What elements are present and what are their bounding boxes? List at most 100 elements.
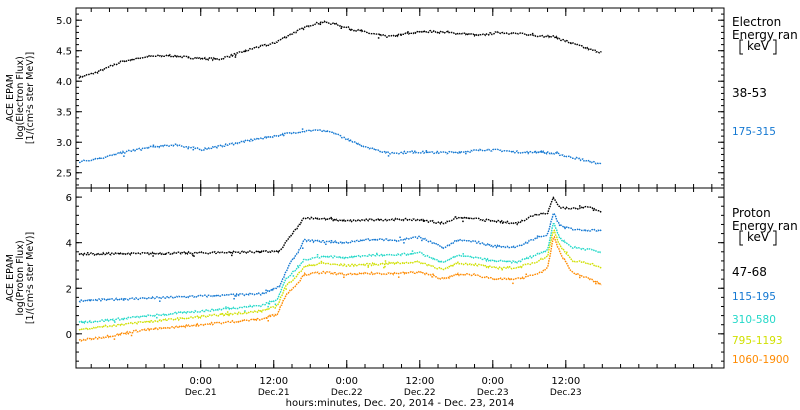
series-trace: [78, 222, 602, 325]
series-trace: [78, 235, 602, 342]
x-tick-date: Dec.23: [550, 388, 582, 398]
series-trace: [78, 229, 602, 331]
series-dot: [425, 150, 428, 152]
series-dot: [462, 253, 464, 255]
series-dot: [564, 227, 566, 230]
series-dot: [159, 300, 161, 302]
series-dot: [268, 303, 271, 305]
series-dot: [228, 314, 230, 317]
legend-entry: 1060-1900: [732, 354, 789, 366]
y-axis-label-line: ACE EPAM: [5, 74, 16, 122]
series-dot: [384, 265, 386, 268]
series-dot: [122, 318, 125, 321]
series-dot: [340, 27, 343, 29]
series-dot: [384, 260, 387, 262]
x-tick-date: Dec.21: [258, 388, 290, 398]
series-dot: [452, 264, 454, 267]
series-dot: [244, 50, 247, 53]
legend-unit-bracket: [739, 39, 743, 55]
x-tick-time: 0:00: [482, 376, 504, 387]
series-dot: [436, 150, 439, 153]
series-dot: [193, 255, 195, 257]
x-tick-date: Dec.22: [404, 388, 436, 398]
series-dot: [220, 313, 223, 315]
series-dot: [569, 42, 572, 44]
series-dot: [266, 317, 268, 319]
series-dot: [566, 251, 568, 254]
legend-unit-bracket: [773, 39, 777, 55]
series-dot: [195, 323, 198, 326]
series-dot: [367, 266, 370, 268]
series-dot: [376, 252, 378, 255]
y-tick-label: 6: [66, 193, 72, 204]
y-tick-label: 2.5: [56, 169, 72, 180]
x-tick-date: Dec.23: [477, 388, 509, 398]
series-dot: [164, 253, 167, 255]
series-dot: [301, 128, 304, 130]
series-dot: [113, 338, 116, 340]
y-axis-label-line: log(Proton Flux): [15, 240, 26, 315]
series-dot: [330, 216, 332, 219]
series-dot: [325, 243, 327, 246]
y-axis-label-line: [1/(cm²s ster MeV)]: [25, 232, 36, 324]
series-dot: [244, 310, 246, 312]
series-trace: [79, 128, 602, 166]
series-dot: [379, 34, 381, 36]
series-dot: [512, 282, 514, 285]
series-dot: [114, 321, 116, 323]
series-dot: [123, 155, 125, 157]
series-dot: [152, 255, 154, 257]
y-tick-label: 5.0: [56, 16, 72, 27]
legend-entry: 38-53: [732, 86, 767, 100]
series-dot: [259, 251, 262, 253]
series-dot: [267, 305, 269, 308]
series-dot: [330, 239, 333, 242]
series-dot: [400, 34, 402, 36]
series-dot: [123, 298, 125, 300]
y-axis-label-line: log(Electron Flux): [15, 56, 26, 140]
series-47-68: [78, 196, 602, 257]
series-dot: [383, 266, 385, 269]
legend-entry: 795-1193: [732, 335, 783, 347]
legend-unit: keV: [747, 39, 770, 53]
series-dot: [234, 56, 237, 58]
series-dot: [118, 252, 120, 255]
series-dot: [89, 299, 92, 302]
x-axis: 0:00Dec.2112:00Dec.210:00Dec.2212:00Dec.…: [185, 376, 582, 398]
series-dot: [540, 150, 543, 152]
series-dot: [292, 275, 295, 277]
panel-frame: [75, 187, 725, 369]
legend-title: Energy ran: [732, 28, 798, 42]
series-dot: [223, 314, 225, 316]
series-dot: [447, 30, 449, 33]
x-axis-label: hours:minutes, Dec. 20, 2014 - Dec. 23, …: [286, 398, 515, 409]
series-dot: [421, 239, 423, 242]
series-115-195: [78, 212, 602, 303]
series-dot: [501, 222, 504, 224]
series-trace: [78, 20, 602, 79]
series-dot: [403, 242, 405, 244]
series-dot: [343, 276, 345, 279]
series-dot: [422, 220, 425, 222]
x-tick-time: 0:00: [336, 376, 358, 387]
series-1060-1900: [78, 235, 602, 342]
series-trace: [78, 212, 602, 303]
series-dot: [274, 303, 277, 306]
y-tick-label: 4: [66, 239, 72, 250]
x-tick-date: Dec.22: [331, 388, 363, 398]
x-tick-time: 12:00: [551, 376, 580, 387]
x-tick-time: 12:00: [259, 376, 288, 387]
series-310-580: [78, 222, 602, 325]
legend-unit-bracket: [773, 230, 777, 246]
series-dot: [302, 247, 304, 249]
series-dot: [407, 31, 409, 33]
series-dot: [462, 220, 464, 223]
legend-entry: 47-68: [732, 265, 767, 279]
series-dot: [579, 276, 581, 279]
series-dot: [534, 150, 537, 153]
series-dot: [285, 288, 287, 290]
series-dot: [459, 151, 461, 154]
series-dot: [235, 295, 237, 297]
y-tick-label: 4.5: [56, 47, 72, 58]
